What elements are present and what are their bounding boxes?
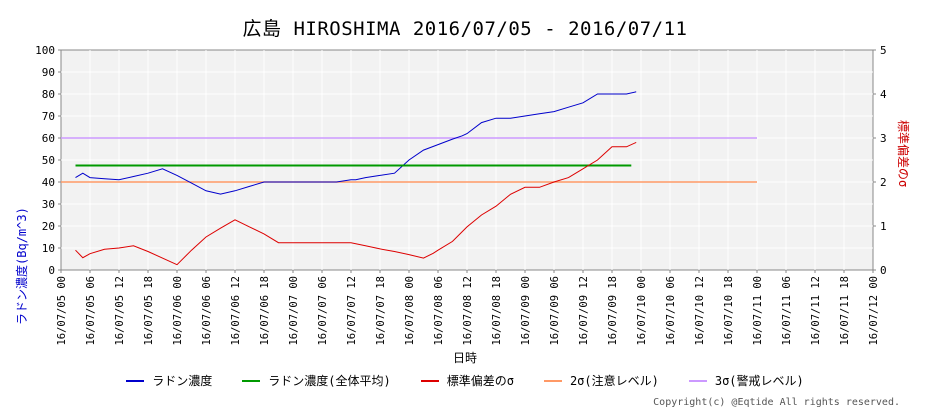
chart-title: 広島 HIROSHIMA 2016/07/05 - 2016/07/11 — [242, 18, 688, 40]
series-line-2 — [75, 141, 637, 266]
y-axis-left: 0 10 20 30 40 50 60 70 80 90 100 — [35, 44, 61, 277]
y-right-tick-label: 3 — [880, 132, 887, 145]
y-axis-left-title: ラドン濃度(Bq/m^3) — [15, 207, 29, 325]
y-left-tick-label: 30 — [42, 198, 55, 211]
x-tick-label: 16/07/08 06 — [433, 276, 445, 346]
legend-item-1: ラドン濃度(全体平均) — [242, 372, 391, 389]
y-left-tick-label: 50 — [42, 154, 55, 167]
legend-label: 標準偏差のσ — [446, 374, 514, 388]
x-tick-label: 16/07/05 06 — [85, 276, 97, 346]
x-tick-label: 16/07/07 06 — [317, 276, 329, 346]
x-tick-label: 16/07/10 00 — [636, 276, 648, 346]
legend: ラドン濃度 ラドン濃度(全体平均) 標準偏差のσ 2σ(注意レベル) 3σ(警戒レベル) — [0, 372, 930, 389]
x-tick-label: 16/07/08 12 — [462, 276, 474, 346]
y-left-tick-label: 100 — [35, 44, 55, 57]
y-left-tick-label: 0 — [48, 264, 55, 277]
series-layer — [75, 91, 637, 266]
legend-swatch — [420, 379, 439, 382]
y-right-tick-label: 5 — [880, 44, 887, 57]
x-axis-title: 日時 — [452, 351, 477, 365]
x-tick-label: 16/07/07 18 — [375, 276, 387, 346]
y-left-tick-label: 90 — [42, 66, 55, 79]
x-tick-label: 16/07/12 00 — [868, 276, 880, 346]
x-tick-label: 16/07/05 12 — [114, 276, 126, 346]
y-left-tick-label: 70 — [42, 110, 55, 123]
x-tick-label: 16/07/10 18 — [723, 276, 735, 346]
legend-label: 2σ(注意レベル) — [569, 374, 659, 388]
x-tick-label: 16/07/05 00 — [56, 276, 68, 346]
x-tick-label: 16/07/09 18 — [607, 276, 619, 346]
legend-item-4: 3σ(警戒レベル) — [688, 372, 804, 389]
legend-swatch — [126, 379, 145, 382]
reference-lines — [61, 137, 757, 183]
y-right-tick-label: 4 — [880, 88, 887, 101]
x-tick-label: 16/07/06 12 — [230, 276, 242, 346]
x-tick-label: 16/07/07 00 — [288, 276, 300, 346]
y-right-tick-label: 2 — [880, 176, 887, 189]
x-tick-label: 16/07/09 12 — [578, 276, 590, 346]
x-tick-label: 16/07/07 12 — [346, 276, 358, 346]
y-left-tick-label: 10 — [42, 242, 55, 255]
x-tick-label: 16/07/11 12 — [810, 276, 822, 346]
y-axis-right-title: 標準偏差のσ — [896, 120, 910, 188]
y-left-tick-label: 40 — [42, 176, 55, 189]
x-tick-label: 16/07/11 18 — [839, 276, 851, 346]
x-axis: 16/07/05 00 16/07/05 06 16/07/05 12 16/07/0… — [56, 270, 880, 346]
x-tick-label: 16/07/10 06 — [665, 276, 677, 346]
x-tick-label: 16/07/06 18 — [259, 276, 271, 346]
x-tick-label: 16/07/08 18 — [491, 276, 503, 346]
legend-swatch — [543, 379, 562, 382]
y-left-tick-label: 60 — [42, 132, 55, 145]
y-axis-right: 0 1 2 3 4 5 — [873, 44, 887, 277]
x-tick-label: 16/07/05 18 — [143, 276, 155, 346]
series-line-0 — [75, 91, 637, 195]
y-right-tick-label: 0 — [880, 264, 887, 277]
y-left-tick-label: 80 — [42, 88, 55, 101]
y-right-tick-label: 1 — [880, 220, 887, 233]
x-tick-label: 16/07/06 06 — [201, 276, 213, 346]
legend-label: ラドン濃度(全体平均) — [268, 374, 391, 388]
legend-item-3: 2σ(注意レベル) — [543, 372, 659, 389]
x-tick-label: 16/07/09 06 — [549, 276, 561, 346]
legend-item-0: ラドン濃度 — [126, 372, 212, 389]
legend-swatch — [242, 379, 261, 382]
legend-label: ラドン濃度 — [152, 374, 213, 388]
x-tick-label: 16/07/06 00 — [172, 276, 184, 346]
x-tick-label: 16/07/11 06 — [781, 276, 793, 346]
x-tick-label: 16/07/11 00 — [752, 276, 764, 346]
x-tick-label: 16/07/09 00 — [520, 276, 532, 346]
x-tick-label: 16/07/10 12 — [694, 276, 706, 346]
y-left-tick-label: 20 — [42, 220, 55, 233]
x-tick-label: 16/07/08 00 — [404, 276, 416, 346]
legend-swatch — [688, 379, 707, 382]
copyright-text: Copyright(c) @Eqtide All rights reserved… — [653, 397, 900, 408]
legend-label: 3σ(警戒レベル) — [714, 374, 804, 388]
legend-item-2: 標準偏差のσ — [420, 372, 514, 389]
